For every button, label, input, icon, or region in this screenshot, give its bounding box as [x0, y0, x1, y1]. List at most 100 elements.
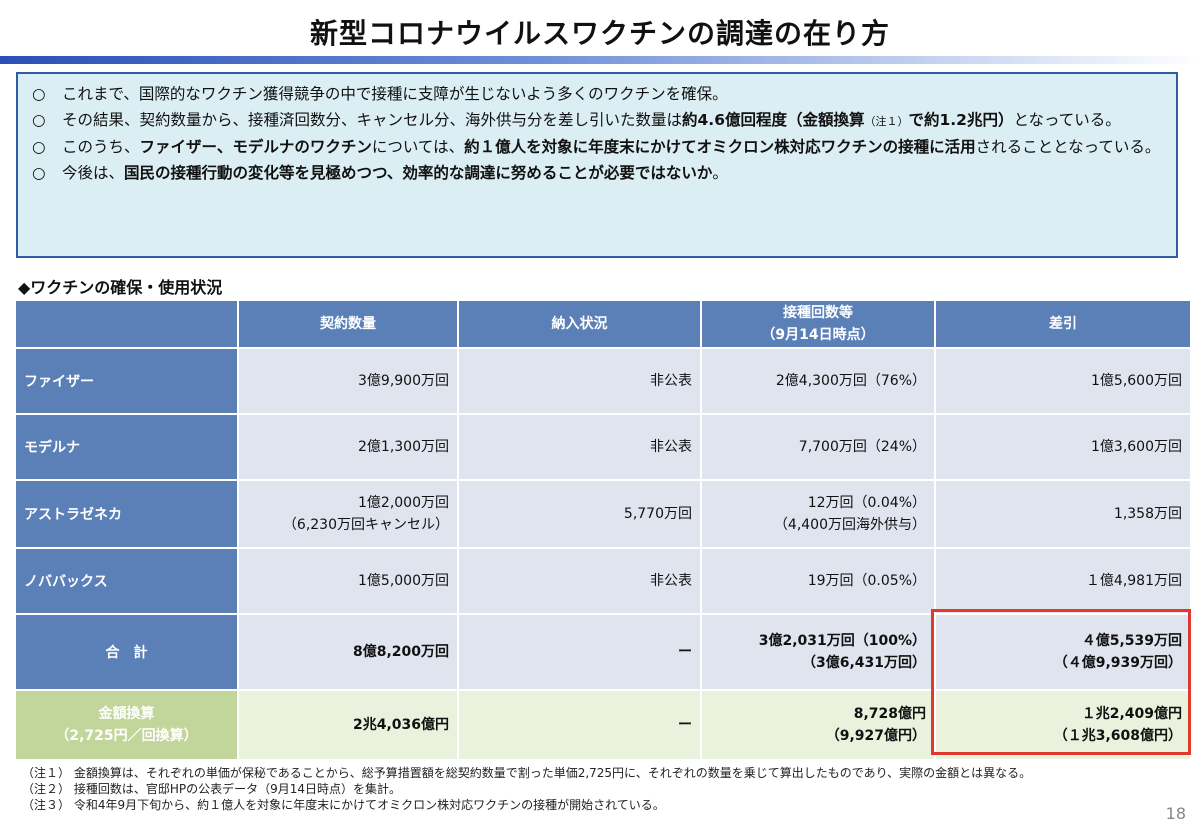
row-label-line: （2,725円／回換算）: [55, 728, 198, 744]
row-label: アストラゼネカ: [14, 479, 239, 549]
cell-delivery: 非公表: [457, 413, 702, 481]
cell-line: 1億5,600万回: [1091, 373, 1182, 389]
cell-line: （6,230万回キャンセル）: [282, 517, 449, 533]
cell-line: ４億5,539万回: [1081, 633, 1182, 649]
cell-difference: ４億5,539万回 （４億9,939万回）: [934, 613, 1192, 691]
cell-line: ー: [678, 717, 692, 733]
cell-doses: 7,700万回（24%）: [700, 413, 936, 481]
summary-plain-text: これまで、国際的なワクチン獲得競争の中で接種に支障が生じないよう多くのワクチンを…: [62, 85, 728, 103]
cell-line: 8億8,200万回: [352, 644, 449, 660]
section-title: ◆ワクチンの確保・使用状況: [18, 278, 223, 297]
table-row: ファイザー 3億9,900万回 非公表 2億4,300万回（76%） 1億5,600万回: [14, 347, 1192, 415]
summary-plain-text: 今後は、: [62, 164, 125, 182]
cell-contract: 2兆4,036億円: [237, 689, 459, 761]
table-row: ノババックス 1億5,000万回 非公表 19万回（0.05%） １億4,981万回: [14, 547, 1192, 615]
header-contract: 契約数量: [237, 299, 459, 349]
cell-line: （9,927億円）: [825, 728, 926, 744]
cell-line: 非公表: [650, 373, 692, 389]
cell-line: 3億9,900万回: [358, 373, 449, 389]
cell-delivery: ー: [457, 613, 702, 691]
header-blank: [14, 299, 239, 349]
summary-item: ○ このうち、ファイザー、モデルナのワクチンについては、約１億人を対象に年度末にか…: [32, 135, 1162, 160]
cell-line: 非公表: [650, 439, 692, 455]
cell-delivery: ー: [457, 689, 702, 761]
row-label: ノババックス: [14, 547, 239, 615]
cell-contract: 1億2,000万回 （6,230万回キャンセル）: [237, 479, 459, 549]
cell-line: 2億1,300万回: [358, 439, 449, 455]
cell-doses: 2億4,300万回（76%）: [700, 347, 936, 415]
table-row: アストラゼネカ 1億2,000万回 （6,230万回キャンセル） 5,770万回 12万…: [14, 479, 1192, 549]
summary-item: ○ 今後は、国民の接種行動の変化等を見極めつつ、効率的な調達に努めることが必要では…: [32, 161, 1162, 186]
cell-difference: 1億5,600万回: [934, 347, 1192, 415]
summary-plain-text: その結果、契約数量から、接種済回数分、キャンセル分、海外供与分を差し引いた数量は: [62, 111, 683, 129]
summary-item: ○ その結果、契約数量から、接種済回数分、キャンセル分、海外供与分を差し引いた数量…: [32, 108, 1162, 134]
cell-doses: 3億2,031万回（100%） （3億6,431万回）: [700, 613, 936, 691]
cell-doses: 8,728億円 （9,927億円）: [700, 689, 936, 761]
row-label: 金額換算 （2,725円／回換算）: [14, 689, 239, 761]
header-delivery: 納入状況: [457, 299, 702, 349]
summary-text: その結果、契約数量から、接種済回数分、キャンセル分、海外供与分を差し引いた数量は…: [62, 108, 1162, 134]
cell-line: １億4,981万回: [1085, 573, 1182, 589]
table-row: 合 計 8億8,200万回 ー 3億2,031万回（100%） （3億6,431万回） ４…: [14, 613, 1192, 691]
cell-line: 5,770万回: [623, 506, 692, 522]
cell-line: 1億5,000万回: [358, 573, 449, 589]
cell-line: （3億6,431万回）: [801, 655, 926, 671]
footnote-2: （注２） 接種回数は、官邸HPの公表データ（9月14日時点）を集計。: [22, 782, 401, 796]
row-label: モデルナ: [14, 413, 239, 481]
summary-bold-text: で約1.2兆円）: [908, 111, 1014, 129]
header-difference: 差引: [934, 299, 1192, 349]
cell-delivery: 非公表: [457, 547, 702, 615]
cell-delivery: 5,770万回: [457, 479, 702, 549]
title-underline: [0, 56, 1200, 64]
cell-line: （4,400万回海外供与）: [773, 517, 926, 533]
cell-contract: 2億1,300万回: [237, 413, 459, 481]
summary-text: 今後は、国民の接種行動の変化等を見極めつつ、効率的な調達に努めることが必要ではな…: [62, 161, 1162, 186]
page-number: 18: [1165, 804, 1186, 823]
row-label-line: 金額換算: [98, 706, 155, 722]
difference-highlight-box: [931, 609, 1191, 755]
header-line: （9月14日時点）: [761, 327, 875, 343]
summary-text: これまで、国際的なワクチン獲得競争の中で接種に支障が生じないよう多くのワクチンを…: [62, 82, 1162, 107]
row-label: ファイザー: [14, 347, 239, 415]
cell-doses: 19万回（0.05%）: [700, 547, 936, 615]
header-line: 接種回数等: [783, 305, 853, 321]
cell-line: 1億2,000万回: [358, 495, 449, 511]
summary-bold-text: 約１億人を対象に年度末にかけてオミクロン株対応ワクチンの接種に活用: [464, 138, 976, 156]
cell-line: 1億3,600万回: [1091, 439, 1182, 455]
cell-line: 3億2,031万回（100%）: [758, 633, 926, 649]
table-header-row: 契約数量 納入状況 接種回数等 （9月14日時点） 差引: [14, 299, 1192, 349]
cell-line: （１兆3,608億円）: [1053, 728, 1182, 744]
cell-line: 8,728億円: [853, 706, 926, 722]
cell-difference: 1,358万回: [934, 479, 1192, 549]
cell-contract: 8億8,200万回: [237, 613, 459, 691]
cell-line: 7,700万回（24%）: [798, 439, 926, 455]
cell-difference: １億4,981万回: [934, 547, 1192, 615]
cell-line: （４億9,939万回）: [1053, 655, 1182, 671]
cell-contract: 3億9,900万回: [237, 347, 459, 415]
summary-item: ○ これまで、国際的なワクチン獲得競争の中で接種に支障が生じないよう多くのワクチン…: [32, 82, 1162, 107]
summary-plain-text: されることとなっている。: [975, 138, 1161, 156]
cell-delivery: 非公表: [457, 347, 702, 415]
cell-line: １兆2,409億円: [1081, 706, 1182, 722]
bullet-circle-icon: ○: [32, 164, 46, 182]
cell-line: 19万回（0.05%）: [807, 573, 926, 589]
footnote-1: （注１） 金額換算は、それぞれの単価が保秘であることから、総予算措置額を総契約数…: [22, 766, 1032, 780]
table-row: モデルナ 2億1,300万回 非公表 7,700万回（24%） 1億3,600万回: [14, 413, 1192, 481]
summary-plain-text: については、: [371, 138, 465, 156]
summary-plain-text: （注１）: [864, 115, 909, 128]
cell-doses: 12万回（0.04%） （4,400万回海外供与）: [700, 479, 936, 549]
summary-plain-text: となっている。: [1013, 111, 1121, 129]
cell-line: 1,358万回: [1113, 506, 1182, 522]
bullet-circle-icon: ○: [32, 138, 46, 156]
page-title: 新型コロナウイルスワクチンの調達の在り方: [309, 17, 890, 50]
summary-text: このうち、ファイザー、モデルナのワクチンについては、約１億人を対象に年度末にかけ…: [62, 135, 1162, 160]
summary-bold-text: ファイザー、モデルナのワクチン: [139, 138, 372, 156]
summary-box: ○ これまで、国際的なワクチン獲得競争の中で接種に支障が生じないよう多くのワクチン…: [16, 72, 1178, 258]
footnote-3: （注３） 令和4年9月下旬から、約１億人を対象に年度末にかけてオミクロン株対応ワ…: [22, 798, 665, 812]
cell-line: 2兆4,036億円: [352, 717, 449, 733]
table-row: 金額換算 （2,725円／回換算） 2兆4,036億円 ー 8,728億円 （9,927億…: [14, 689, 1192, 761]
cell-difference: 1億3,600万回: [934, 413, 1192, 481]
summary-bold-text: 約4.6億回程度（金額換算: [682, 111, 865, 129]
summary-bold-text: 国民の接種行動の変化等を見極めつつ、効率的な調達に努めることが必要ではないか: [124, 164, 713, 182]
cell-line: 2億4,300万回（76%）: [775, 373, 926, 389]
